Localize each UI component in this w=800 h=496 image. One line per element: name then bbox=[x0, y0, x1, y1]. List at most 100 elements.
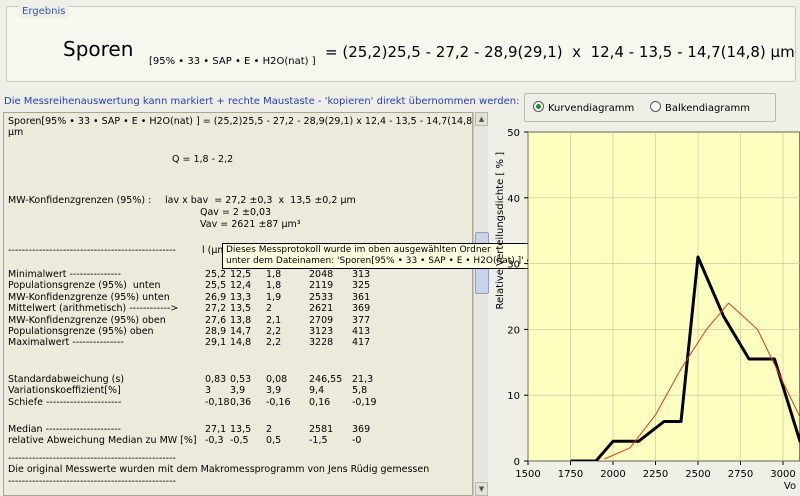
table-row-label: relative Abweichung Median zu MW [%] bbox=[8, 435, 197, 447]
table-cell: 1,8 bbox=[266, 269, 282, 280]
table-row-label: Mittelwert (arithmetisch) ------------> bbox=[8, 303, 179, 315]
table-cell: 0,36 bbox=[230, 396, 252, 408]
table-cell: 3123 bbox=[309, 326, 334, 337]
table-cell: 0,08 bbox=[266, 374, 288, 385]
table-row-label: Variationskoeffizient[%] bbox=[8, 385, 121, 397]
table-cell: 25,5 bbox=[205, 280, 227, 292]
table-row-label: Populationsgrenze (95%) oben bbox=[8, 326, 154, 337]
x-tick-label: 2000 bbox=[600, 469, 625, 480]
table-cell: 2581 bbox=[309, 424, 334, 435]
result-legend: Ergebnis bbox=[19, 6, 69, 18]
table-cell: 3,9 bbox=[266, 385, 282, 397]
table-cell: 25,2 bbox=[205, 269, 227, 280]
dash-line-3: ----------------------------------------… bbox=[8, 476, 176, 487]
y-tick-label: 50 bbox=[507, 128, 520, 139]
radio-bar-chart[interactable]: Balkendiagramm bbox=[650, 101, 750, 114]
y-axis-label: Relative Verteilungsdichte [ % ] bbox=[495, 152, 506, 310]
table-cell: 14,8 bbox=[230, 337, 252, 349]
table-cell: -0 bbox=[352, 435, 362, 447]
table-cell: 2,2 bbox=[266, 326, 282, 337]
dash-line-2: ----------------------------------------… bbox=[8, 453, 176, 464]
x-axis-label: Vo bbox=[784, 481, 796, 492]
table-cell: 14,7 bbox=[230, 326, 252, 337]
report-header-line2: µm bbox=[8, 127, 24, 138]
table-cell: 1,9 bbox=[266, 291, 282, 303]
tooltip-line2: unter dem Dateinamen: 'Sporen[95% • 33 •… bbox=[226, 256, 580, 266]
scroll-down-button[interactable]: ▼ bbox=[475, 482, 488, 496]
dash-line: ----------------------------------------… bbox=[8, 245, 176, 256]
copy-instruction: Die Messreihenauswertung kann markiert +… bbox=[4, 96, 520, 107]
scroll-up-button[interactable]: ▲ bbox=[475, 112, 488, 126]
table-cell: 2 bbox=[266, 303, 273, 315]
radio-curve-chart[interactable]: Kurvendiagramm bbox=[533, 101, 634, 114]
table-cell: 361 bbox=[352, 291, 371, 303]
table-cell: 12,5 bbox=[230, 269, 252, 280]
table-cell: 13,5 bbox=[230, 303, 252, 315]
tooltip-line1: Dieses Messprotokoll wurde im oben ausge… bbox=[226, 245, 491, 255]
table-cell: 325 bbox=[352, 280, 371, 292]
table-cell: 2 bbox=[266, 424, 273, 435]
table-cell: -0,3 bbox=[205, 435, 224, 447]
table-cell: -0,5 bbox=[230, 435, 249, 447]
report-textarea[interactable]: Sporen[95% • 33 • SAP • E • H2O(nat) ] =… bbox=[3, 112, 473, 496]
table-cell: 13,5 bbox=[230, 424, 252, 435]
table-cell: 13,3 bbox=[230, 291, 252, 303]
table-row-label: Standardabweichung (s) bbox=[8, 374, 125, 385]
chart-type-selector: Kurvendiagramm Balkendiagramm bbox=[524, 93, 776, 122]
x-tick-label: 3000 bbox=[770, 469, 795, 480]
table-cell: 1,8 bbox=[266, 280, 282, 292]
y-tick-label: 0 bbox=[514, 457, 520, 468]
table-cell: 369 bbox=[352, 303, 371, 315]
table-cell: 3228 bbox=[309, 337, 334, 349]
table-row-label: Maximalwert --------------- bbox=[8, 337, 124, 349]
table-cell: -0,19 bbox=[352, 396, 377, 408]
column-header: l (µm bbox=[202, 245, 227, 256]
table-cell: 0,16 bbox=[309, 396, 331, 408]
table-cell: 417 bbox=[352, 337, 371, 349]
table-cell: 9,4 bbox=[309, 385, 325, 397]
footer-line: Die original Messwerte wurden mit dem Ma… bbox=[8, 464, 430, 475]
species-subtitle: [95% • 33 • SAP • E • H2O(nat) ] bbox=[149, 56, 316, 67]
radio-unselected-icon[interactable] bbox=[650, 101, 661, 112]
spore-formula: = (25,2)25,5 - 27,2 - 28,9(29,1) x 12,4 … bbox=[325, 43, 795, 61]
table-cell: 377 bbox=[352, 314, 371, 326]
x-tick-label: 1500 bbox=[515, 469, 540, 480]
y-tick-label: 40 bbox=[507, 194, 520, 205]
table-cell: 246,55 bbox=[309, 374, 343, 385]
table-cell: 27,2 bbox=[205, 303, 227, 315]
mw-line3: Vav = 2621 ±87 µm³ bbox=[200, 219, 301, 230]
table-cell: 0,83 bbox=[205, 374, 227, 385]
table-cell: 2119 bbox=[309, 280, 334, 292]
table-cell: 27,6 bbox=[205, 314, 227, 326]
table-cell: 2,2 bbox=[266, 337, 282, 349]
table-cell: 3,9 bbox=[230, 385, 246, 397]
table-cell: 2709 bbox=[309, 314, 334, 326]
report-scrollbar[interactable]: ▲ ▼ bbox=[473, 112, 489, 496]
table-cell: 28,9 bbox=[205, 326, 227, 337]
table-cell: 2048 bbox=[309, 269, 334, 280]
table-cell: 21,3 bbox=[352, 374, 374, 385]
table-row-label: Schiefe ---------------------- bbox=[8, 396, 122, 408]
x-tick-label: 1750 bbox=[558, 469, 583, 480]
distribution-chart: 1500 1750 2000 2250 2500 2750 3000 0 10 20 30 40 50 R… bbox=[495, 128, 800, 492]
table-cell: -1,5 bbox=[309, 435, 328, 447]
report-header-line1: Sporen[95% • 33 • SAP • E • H2O(nat) ] =… bbox=[8, 116, 473, 127]
table-row-label: MW-Konfidenzgrenze (95%) oben bbox=[8, 314, 166, 326]
table-cell: -0,18 bbox=[205, 396, 230, 408]
table-row-label: Populationsgrenze (95%) unten bbox=[8, 280, 161, 292]
table-cell: -0,16 bbox=[266, 396, 291, 408]
x-tick-label: 2250 bbox=[643, 469, 668, 480]
series-line-2 bbox=[604, 302, 800, 460]
table-cell: 313 bbox=[352, 269, 371, 280]
table-cell: 2,1 bbox=[266, 314, 282, 326]
plot-area bbox=[527, 131, 800, 462]
table-cell: 413 bbox=[352, 326, 371, 337]
radio-curve-label: Kurvendiagramm bbox=[548, 103, 635, 114]
table-row-label: MW-Konfidenzgrenze (95%) unten bbox=[8, 291, 170, 303]
radio-selected-icon[interactable] bbox=[533, 101, 544, 112]
x-tick-label: 2750 bbox=[728, 469, 753, 480]
y-tick-label: 20 bbox=[507, 325, 520, 336]
table-cell: 0,53 bbox=[230, 374, 252, 385]
q-line: Q = 1,8 - 2,2 bbox=[172, 154, 234, 165]
species-title: Sporen bbox=[63, 37, 134, 61]
